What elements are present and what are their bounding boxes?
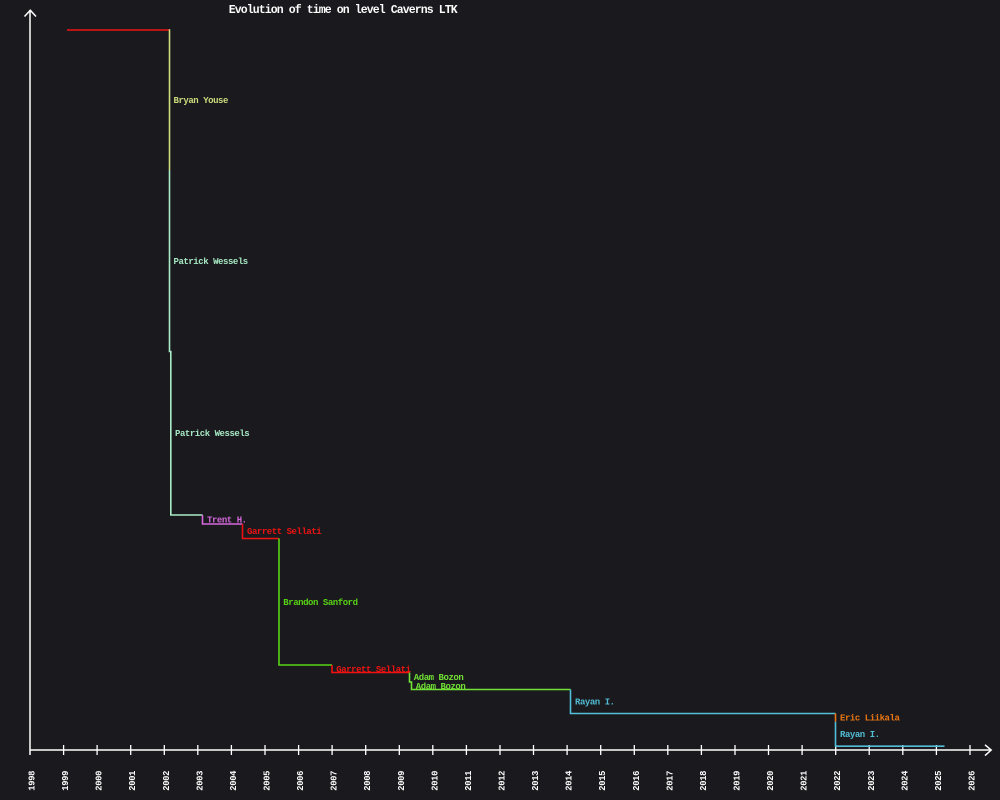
- svg-text:2005: 2005: [263, 771, 273, 791]
- svg-text:2025: 2025: [934, 771, 944, 791]
- svg-text:2011: 2011: [464, 771, 474, 791]
- svg-text:Garrett Sellati: Garrett Sellati: [336, 665, 411, 675]
- svg-text:Eric Liikala: Eric Liikala: [840, 714, 900, 724]
- svg-text:2023: 2023: [867, 771, 877, 791]
- svg-text:2002: 2002: [162, 771, 172, 791]
- svg-text:2009: 2009: [397, 771, 407, 791]
- svg-text:Patrick Wessels: Patrick Wessels: [175, 429, 249, 439]
- svg-text:Brandon Sanford: Brandon Sanford: [283, 598, 357, 608]
- svg-text:2010: 2010: [430, 771, 440, 791]
- svg-text:2026: 2026: [968, 771, 978, 791]
- svg-text:Adam Bozon: Adam Bozon: [416, 682, 466, 692]
- svg-text:Adam Bozon: Adam Bozon: [414, 673, 464, 683]
- svg-text:2004: 2004: [229, 770, 239, 791]
- svg-text:2006: 2006: [296, 771, 306, 791]
- svg-text:2020: 2020: [766, 771, 776, 791]
- svg-text:2016: 2016: [632, 771, 642, 791]
- svg-text:2022: 2022: [833, 771, 843, 791]
- svg-text:2014: 2014: [565, 770, 575, 791]
- svg-text:Trent H.: Trent H.: [207, 516, 247, 526]
- svg-text:2013: 2013: [531, 771, 541, 791]
- svg-text:2021: 2021: [800, 771, 810, 791]
- svg-text:Garrett Sellati: Garrett Sellati: [247, 527, 322, 537]
- svg-text:Rayan I.: Rayan I.: [575, 698, 615, 708]
- svg-text:2024: 2024: [900, 770, 910, 791]
- svg-text:2017: 2017: [665, 771, 675, 791]
- svg-text:2000: 2000: [95, 771, 105, 791]
- svg-text:2008: 2008: [363, 771, 373, 791]
- svg-text:2018: 2018: [699, 771, 709, 791]
- svg-text:2019: 2019: [733, 771, 743, 791]
- svg-text:2001: 2001: [128, 771, 138, 791]
- svg-text:1999: 1999: [61, 771, 71, 791]
- svg-text:2003: 2003: [195, 771, 205, 791]
- svg-text:Bryan Youse: Bryan Youse: [174, 96, 229, 106]
- svg-text:2015: 2015: [598, 771, 608, 791]
- svg-text:2007: 2007: [330, 771, 340, 791]
- svg-text:1998: 1998: [28, 771, 38, 791]
- svg-text:Evolution of time on level Cav: Evolution of time on level Caverns LTK: [229, 4, 458, 17]
- svg-text:2012: 2012: [498, 771, 508, 791]
- svg-text:Rayan I.: Rayan I.: [840, 730, 880, 740]
- svg-text:Patrick Wessels: Patrick Wessels: [174, 257, 248, 267]
